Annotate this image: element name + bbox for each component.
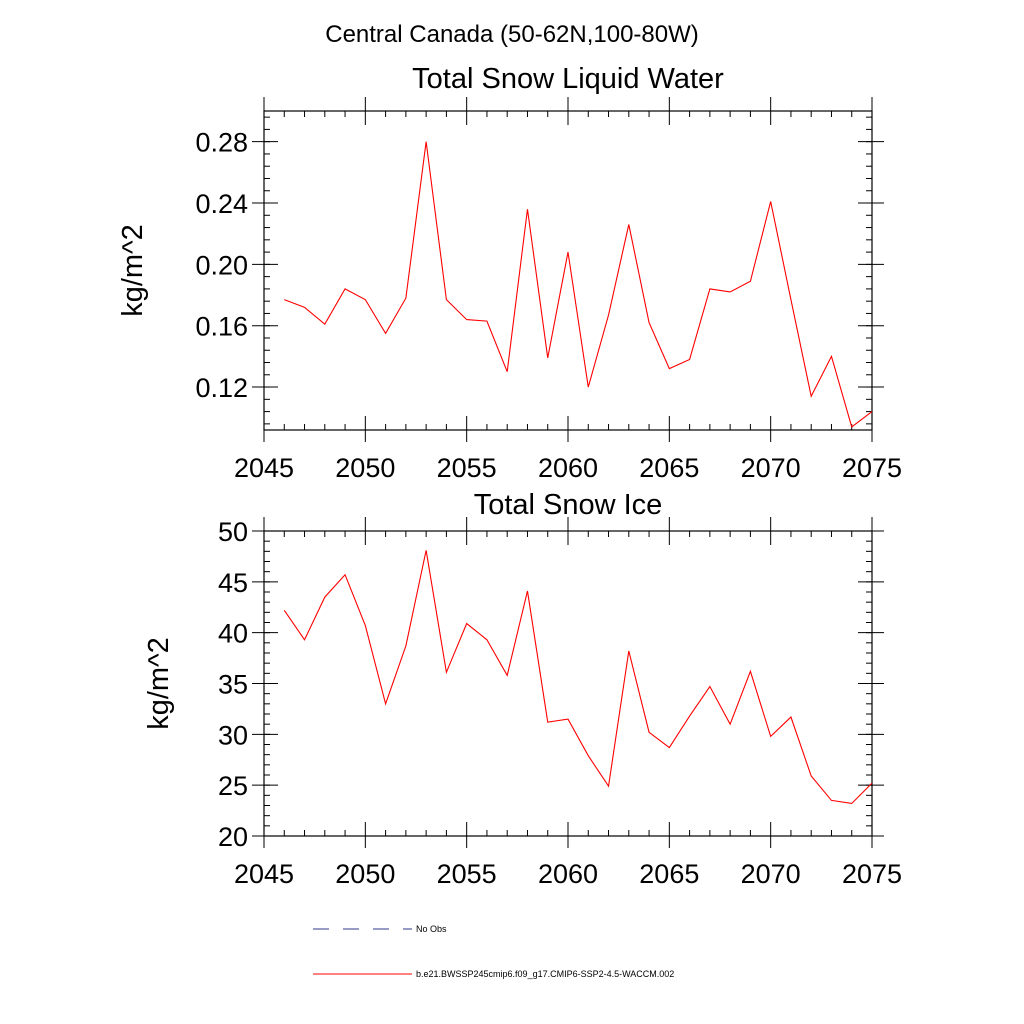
y-tick-label: 0.20 bbox=[195, 250, 248, 280]
plot-frame bbox=[263, 530, 873, 837]
x-tick-label: 2045 bbox=[234, 453, 294, 483]
x-tick-label: 2055 bbox=[437, 859, 497, 889]
y-tick-label: 0.28 bbox=[195, 128, 248, 158]
y-axis-label: kg/m^2 bbox=[143, 637, 175, 730]
x-tick-label: 2060 bbox=[538, 453, 598, 483]
x-tick-label: 2070 bbox=[741, 453, 801, 483]
y-tick-label: 35 bbox=[218, 670, 248, 700]
x-tick-label: 2050 bbox=[335, 453, 395, 483]
y-tick-label: 0.16 bbox=[195, 312, 248, 342]
legend-label-1: No Obs bbox=[416, 924, 447, 934]
y-tick-label: 50 bbox=[218, 517, 248, 547]
y-tick-label: 20 bbox=[218, 822, 248, 852]
x-tick-label: 2060 bbox=[538, 859, 598, 889]
y-tick-label: 45 bbox=[218, 568, 248, 598]
x-tick-label: 2065 bbox=[639, 859, 699, 889]
y-tick-label: 25 bbox=[218, 771, 248, 801]
y-tick-label: 0.12 bbox=[195, 373, 248, 403]
x-tick-label: 2075 bbox=[842, 453, 902, 483]
x-tick-label: 2070 bbox=[741, 859, 801, 889]
x-tick-label: 2065 bbox=[639, 453, 699, 483]
x-tick-label: 2075 bbox=[842, 859, 902, 889]
y-tick-label: 40 bbox=[218, 619, 248, 649]
y-tick-label: 30 bbox=[218, 720, 248, 750]
panel-1: Total Snow Liquid Water 2045 2050 2055 2060 2… bbox=[117, 63, 902, 483]
legend: No Obs b.e21.BWSSP245cmip6.f09_g17.CMIP6-… bbox=[313, 924, 674, 979]
figure-title: Central Canada (50-62N,100-80W) bbox=[325, 21, 699, 48]
series-line-1 bbox=[283, 550, 873, 805]
plot-frame bbox=[263, 110, 873, 431]
panel-title: Total Snow Liquid Water bbox=[412, 63, 724, 95]
panel-title: Total Snow Ice bbox=[474, 489, 663, 521]
x-tick-label: 2045 bbox=[234, 859, 294, 889]
y-axis-label: kg/m^2 bbox=[117, 224, 149, 317]
y-tick-label: 0.24 bbox=[195, 189, 248, 219]
legend-label-2: b.e21.BWSSP245cmip6.f09_g17.CMIP6-SSP2-4… bbox=[416, 969, 674, 979]
x-tick-label: 2050 bbox=[335, 859, 395, 889]
series-line-1 bbox=[284, 141, 873, 428]
x-tick-label: 2055 bbox=[437, 453, 497, 483]
